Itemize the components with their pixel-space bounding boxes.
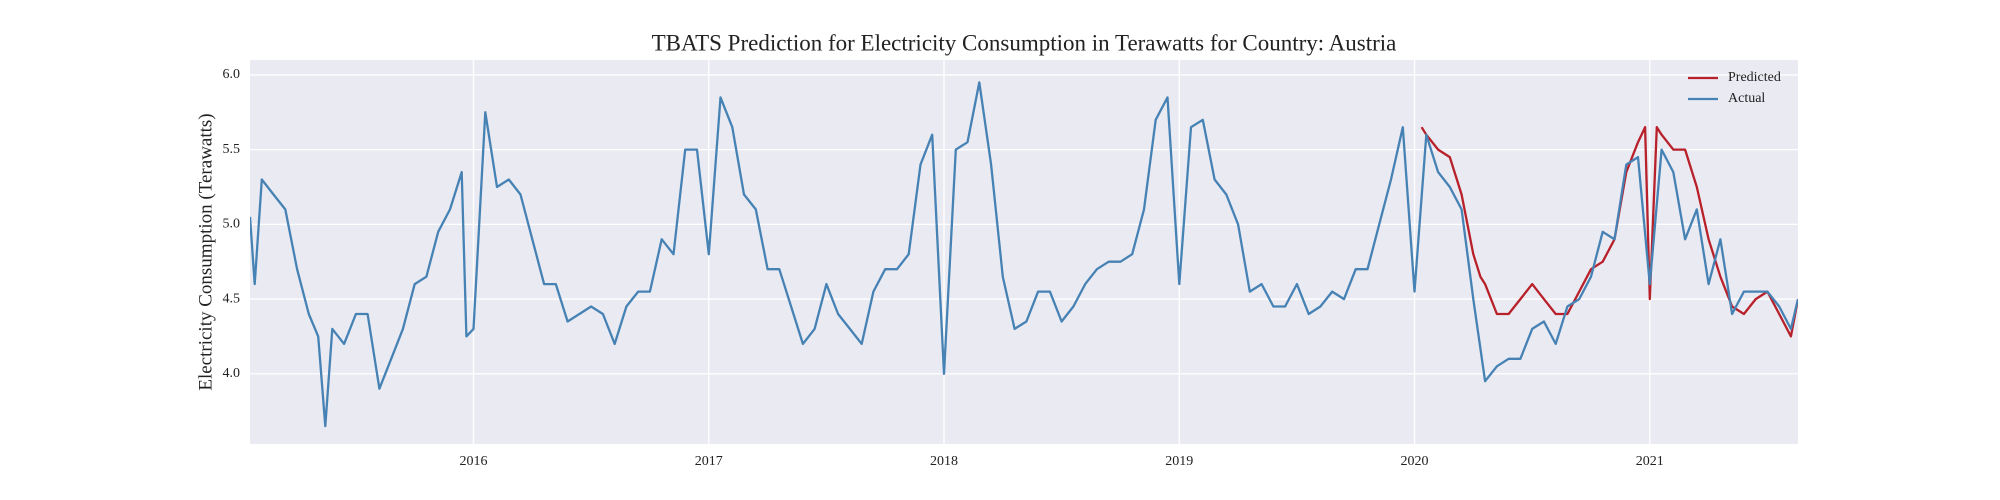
legend-label: Predicted bbox=[1728, 70, 1781, 85]
lines bbox=[250, 81, 1798, 428]
y-tick-label: 4.5 bbox=[223, 291, 241, 306]
x-tick-label: 2016 bbox=[459, 454, 487, 469]
x-tick-label: 2020 bbox=[1401, 454, 1429, 469]
grid bbox=[250, 60, 1798, 444]
x-tick-label: 2018 bbox=[930, 454, 958, 469]
x-tick-label: 2019 bbox=[1165, 454, 1193, 469]
y-tick-label: 5.0 bbox=[223, 217, 241, 232]
legend-label: Actual bbox=[1728, 91, 1765, 106]
chart-title: TBATS Prediction for Electricity Consump… bbox=[652, 30, 1397, 55]
plot-background bbox=[250, 60, 1798, 444]
x-tick-label: 2021 bbox=[1636, 454, 1664, 469]
y-axis-label: Electricity Consumption (Terawatts) bbox=[195, 113, 216, 390]
y-tick-label: 5.5 bbox=[223, 142, 241, 157]
x-tick-label: 2017 bbox=[695, 454, 723, 469]
y-tick-label: 4.0 bbox=[223, 366, 241, 381]
y-tick-label: 6.0 bbox=[223, 67, 241, 82]
series-line bbox=[250, 81, 1798, 428]
